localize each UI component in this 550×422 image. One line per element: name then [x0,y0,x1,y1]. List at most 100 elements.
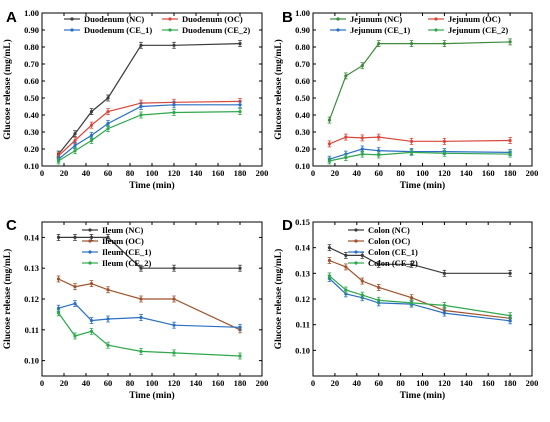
y-tick-label: 0.90 [295,25,310,35]
x-tick-label: 60 [374,378,383,388]
y-tick-label: 0.80 [24,42,39,52]
legend: Colon (NC)Colon (OC)Colon (CE_1)Colon (C… [348,225,418,268]
series-line [58,43,241,155]
x-tick-label: 120 [168,378,181,388]
data-point [238,325,242,329]
data-point [89,318,94,323]
panel-label: B [282,9,293,26]
data-point [377,135,381,139]
data-point [344,135,348,139]
y-tick-label: 0.60 [295,76,310,86]
series-line [329,136,511,145]
data-point [327,142,332,146]
y-tick-label: 0.70 [295,59,310,69]
data-point [73,132,77,136]
data-point [360,253,364,257]
data-point [89,282,94,286]
data-point [106,288,110,292]
data-point [172,351,176,355]
x-tick-label: 140 [460,168,473,178]
data-point [327,159,332,163]
y-tick-label: 0.10 [24,161,39,171]
x-tick-label: 80 [126,378,135,388]
x-tick-label: 60 [374,168,383,178]
data-point [327,118,332,122]
data-point [377,298,381,302]
y-tick-label: 0.40 [24,110,39,120]
data-point [508,314,512,318]
series-jejunum-ce-2 [327,148,512,165]
legend-label: Jejunum (CE_2) [448,25,508,35]
data-point [172,266,176,270]
legend-marker [354,261,358,265]
legend-marker [354,250,358,254]
y-tick-label: 0.90 [24,25,39,35]
x-tick-label: 120 [438,378,451,388]
series-line [58,278,241,331]
legend-label: Duodenum (OC) [182,14,243,24]
x-tick-label: 60 [104,168,113,178]
data-point [442,42,446,46]
data-point [172,43,176,47]
data-point [56,159,61,163]
y-tick-label: 0.80 [295,42,310,52]
data-point [344,155,348,160]
data-point [172,103,176,107]
y-tick-label: 0.30 [24,127,39,137]
data-point [106,127,110,131]
x-tick-label: 20 [60,378,69,388]
legend-label: Colon (CE_2) [368,258,418,268]
x-tick-label: 200 [256,378,269,388]
x-tick-label: 0 [311,168,315,178]
legend-label: Duodenum (CE_1) [84,25,152,35]
legend-marker [336,28,340,32]
series-line [329,259,511,319]
legend-label: Duodenum (CE_2) [182,25,250,35]
x-tick-label: 80 [126,168,135,178]
data-point [139,315,143,320]
data-point [89,110,94,114]
y-tick-label: 0.11 [296,320,310,330]
y-tick-label: 0.40 [295,110,310,120]
data-point [56,277,61,281]
x-tick-label: 40 [82,168,91,178]
data-point [106,235,110,239]
series-colon-ce-1 [327,275,512,325]
y-tick-label: 0.13 [24,263,39,273]
y-axis-label: Glucose release (mg/mL) [2,249,13,350]
data-point [442,139,446,143]
series-line [329,151,511,162]
y-tick-label: 0.20 [24,144,39,154]
y-tick-label: 0.11 [25,325,39,335]
series-ileum-ce-2 [56,309,242,360]
y-tick-label: 0.20 [295,144,310,154]
y-tick-label: 0.10 [295,161,310,171]
x-tick-label: 60 [104,378,113,388]
legend-label: Ileum (NC) [102,225,143,235]
data-point [89,123,94,127]
x-tick-label: 80 [396,378,405,388]
data-point [238,110,242,114]
data-point [327,258,332,263]
data-point [172,110,176,115]
x-tick-label: 160 [212,168,225,178]
data-point [106,343,110,347]
series-duodenum-ce-2 [56,108,242,165]
data-point [360,279,364,283]
data-point [139,349,143,353]
legend-marker [354,239,358,243]
data-point [409,301,414,305]
x-tick-label: 200 [526,168,539,178]
x-tick-label: 20 [331,168,340,178]
x-tick-label: 20 [331,378,340,388]
data-point [89,133,94,137]
x-tick-label: 160 [482,378,495,388]
y-tick-label: 1.00 [295,8,310,18]
y-tick-label: 0.12 [295,294,310,304]
data-point [409,42,414,46]
x-tick-label: 20 [60,168,69,178]
x-tick-label: 180 [504,168,517,178]
data-point [139,104,143,109]
panel-label: A [6,9,17,26]
x-tick-label: 180 [234,168,247,178]
